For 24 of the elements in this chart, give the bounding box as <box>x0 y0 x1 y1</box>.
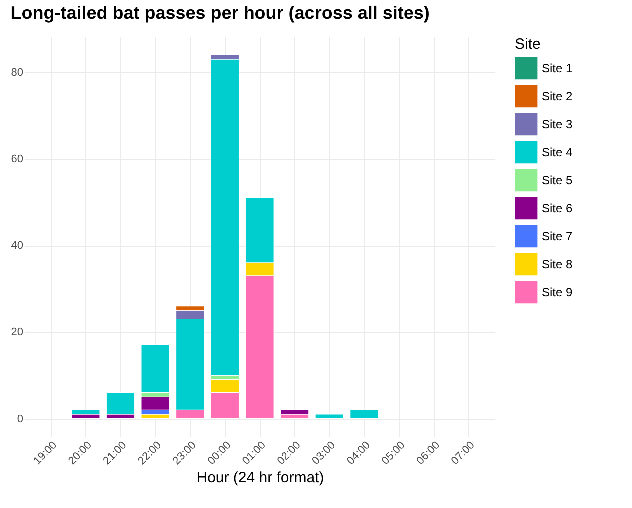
bar <box>72 410 100 415</box>
legend-label: Site 9 <box>542 286 574 300</box>
bar <box>141 344 170 394</box>
y-tick-label: 40 <box>11 240 24 252</box>
x-axis-title: Hour (24 hr format) <box>196 470 324 487</box>
bar <box>280 410 310 415</box>
chart-title: Long-tailed bat passes per hour (across all sites) <box>10 3 430 23</box>
legend-label: Site 8 <box>542 258 574 272</box>
legend-label: Site 7 <box>542 230 574 244</box>
legend-title: Site <box>515 36 541 53</box>
bar <box>106 392 136 415</box>
legend-label: Site 1 <box>542 62 574 76</box>
legend-label: Site 4 <box>542 146 574 160</box>
bar <box>315 414 344 420</box>
y-tick-label: 20 <box>11 326 24 339</box>
legend-label: Site 3 <box>542 118 574 132</box>
legend-label: Site 5 <box>542 174 574 188</box>
legend-label: Site 6 <box>542 202 574 216</box>
legend-label: Site 2 <box>542 90 574 104</box>
bar <box>210 59 240 376</box>
bar <box>350 410 379 420</box>
y-tick-label: 80 <box>11 67 24 79</box>
y-tick-label: 0 <box>17 413 24 426</box>
y-tick-label: 60 <box>11 154 24 166</box>
